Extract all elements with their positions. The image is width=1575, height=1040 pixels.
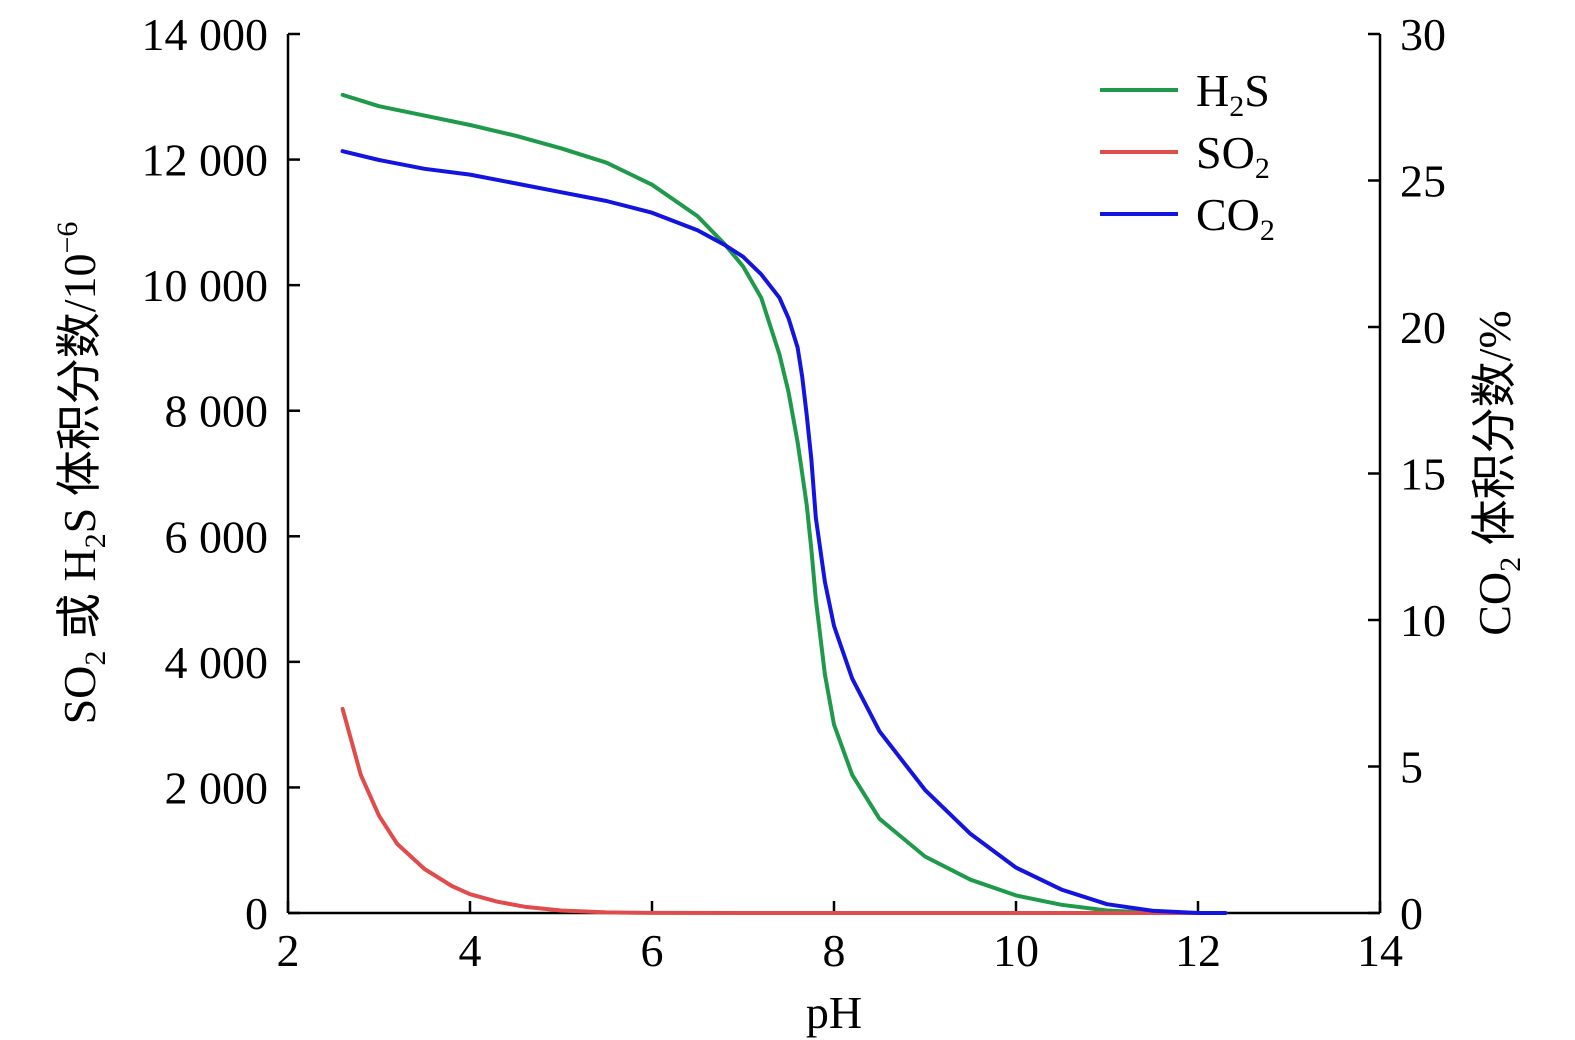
y-left-tick-label: 4 000 [165,637,269,688]
x-tick-label: 12 [1175,925,1221,976]
series-line-so2 [340,706,1228,915]
x-tick-label: 8 [823,925,846,976]
x-tick-label: 4 [459,925,482,976]
series-line-h2s [340,92,1228,915]
x-tick-label: 6 [641,925,664,976]
y-right-tick-label: 20 [1400,302,1446,353]
y-right-tick-label: 15 [1400,449,1446,500]
y-left-axis-title: SO2 或 H2S 体积分数/10−6 [51,222,112,725]
y-left-tick-label: 6 000 [165,511,269,562]
y-left-tick-label: 2 000 [165,762,269,813]
x-tick-label: 14 [1357,925,1403,976]
y-left-tick-label: 12 000 [142,135,269,186]
y-left-tick-label: 8 000 [165,386,269,437]
legend-label: CO2 [1196,189,1275,247]
x-ticks: 2 4 6 8 10 12 14 [277,901,1403,976]
y-left-tick-label: 0 [245,888,268,939]
y-right-tick-label: 0 [1400,888,1423,939]
y-right-tick-label: 10 [1400,595,1446,646]
legend-label: SO2 [1196,127,1270,185]
x-tick-label: 2 [277,925,300,976]
x-axis-title: pH [806,987,862,1038]
y-right-tick-label: 30 [1400,9,1446,60]
y-right-tick-label: 25 [1400,156,1446,207]
y-right-ticks: 0 5 10 15 20 25 30 [1368,9,1446,939]
y-right-tick-label: 5 [1400,742,1423,793]
series-group [340,92,1228,915]
legend-label: H2S [1196,65,1270,123]
x-tick-label: 10 [993,925,1039,976]
y-left-ticks: 0 2 000 4 000 6 000 8 000 10 000 12 000 14 000 [142,9,300,939]
y-left-tick-label: 14 000 [142,9,269,60]
y-right-axis-title: CO2 体积分数/% [1469,310,1527,636]
series-line-co2 [340,149,1228,915]
y-left-tick-label: 10 000 [142,260,269,311]
